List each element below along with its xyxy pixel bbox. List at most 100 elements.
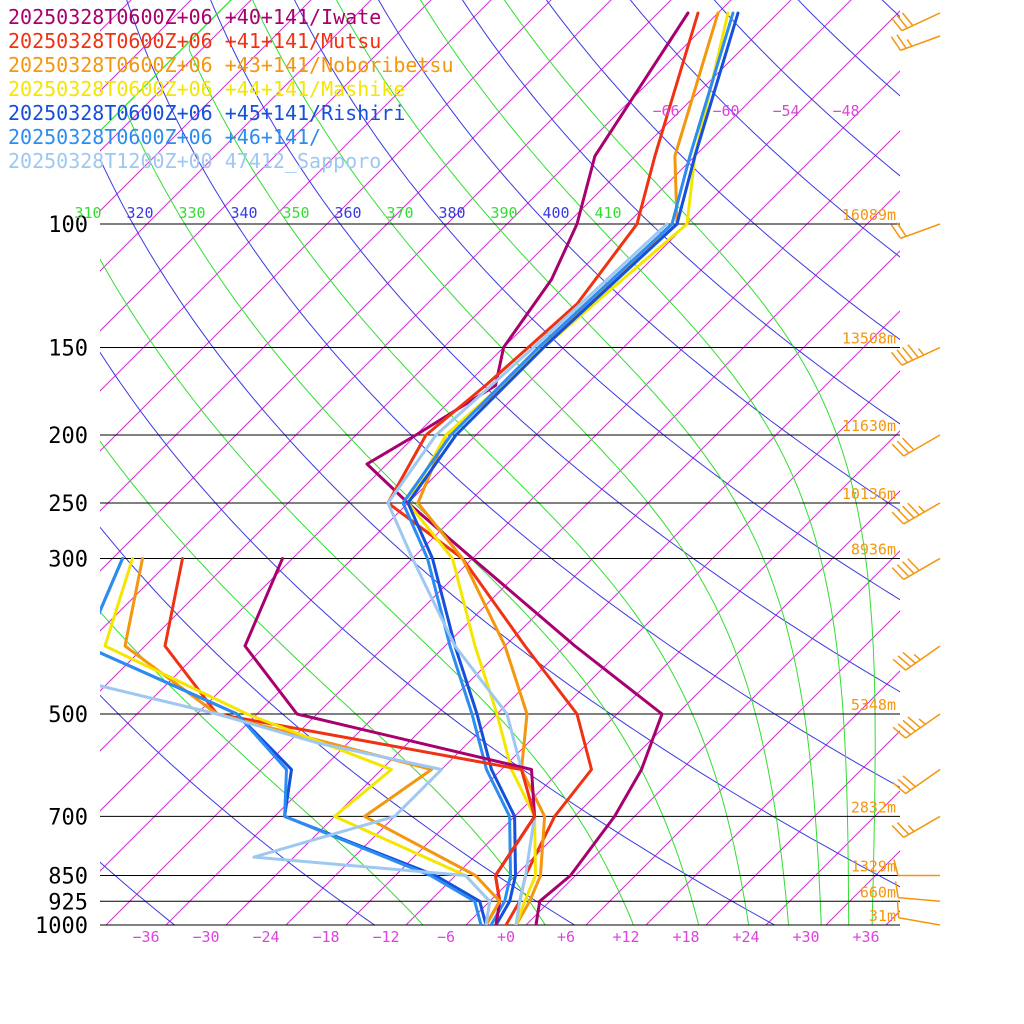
wind-barb-flag (892, 658, 907, 671)
wind-barb-flag (896, 222, 907, 237)
isotherm-line (100, 0, 612, 512)
temperature-tick-label: +0 (497, 928, 515, 946)
pressure-tick-label: 250 (48, 492, 88, 517)
wind-barb (890, 34, 941, 52)
temperature-tick-label: −24 (252, 928, 279, 946)
dry-adiabat-line (378, 0, 900, 512)
wind-barb (891, 815, 941, 839)
isotherm-line (100, 0, 792, 692)
isotherm-line (405, 430, 900, 925)
wind-barb-flag (890, 351, 903, 366)
top-isotherm-label: −48 (832, 102, 859, 120)
wind-barb-flag (902, 775, 916, 788)
wind-barb-flag (896, 508, 910, 522)
temperature-line (416, 11, 720, 925)
height-label: 16089m (842, 206, 896, 224)
wind-barb-staff (898, 916, 941, 926)
wind-barb-flag (896, 822, 910, 835)
wind-barb-flag (902, 651, 916, 664)
temperature-tick-label: +30 (792, 928, 819, 946)
temperature-tick-label: −30 (192, 928, 219, 946)
dry-adiabat-line (461, 0, 900, 425)
height-label: 1329m (851, 858, 896, 876)
wind-barb-flag (896, 14, 908, 29)
height-label: 8936m (851, 540, 896, 558)
wind-barb-flag (902, 719, 916, 732)
wind-barb-staff (905, 768, 941, 795)
isotherm-line (345, 370, 900, 925)
wind-barb (890, 12, 941, 32)
wind-barb-flag (917, 348, 925, 356)
isotherm-line (525, 550, 900, 925)
theta-label: 380 (438, 204, 465, 222)
moist-adiabat-line (100, 0, 635, 925)
legend-entry: 20250328T0600Z+06 +41+141/Mutsu (8, 29, 381, 53)
isotherm-line (105, 130, 900, 925)
isotherm-line (991, 0, 1024, 940)
wind-barb-staff (898, 896, 941, 903)
moist-adiabat-line (335, 0, 822, 925)
isotherm-line (0, 0, 6, 940)
wind-barb-staff (905, 713, 941, 739)
height-label: 10136m (842, 485, 896, 503)
dry-adiabat-line (545, 0, 900, 341)
pressure-tick-label: 850 (48, 865, 88, 890)
dewpoint-line (163, 557, 537, 925)
theta-label: 310 (74, 204, 101, 222)
wind-barb-flag (892, 782, 907, 795)
wind-barb (893, 859, 940, 877)
theta-label: 360 (334, 204, 361, 222)
moist-adiabat-line (125, 0, 700, 925)
dewpoint-line (123, 557, 502, 925)
dry-adiabat-line (100, 694, 376, 925)
moist-adiabat-line (503, 0, 876, 925)
temperature-line (401, 11, 735, 925)
isotherm-line (465, 490, 900, 925)
dry-adiabat-line (100, 526, 576, 925)
isotherm-line (165, 190, 900, 925)
legend-entry: 20250328T0600Z+06 +44+141/Mashike (8, 77, 405, 101)
temperature-tick-label: −12 (372, 928, 399, 946)
legend-entry: 20250328T0600Z+06 +43+141/Noboribetsu (8, 53, 454, 77)
theta-label: 390 (490, 204, 517, 222)
wind-barb (891, 434, 941, 457)
theta-label: 350 (282, 204, 309, 222)
isotherm-line (100, 0, 492, 392)
dry-adiabat-line (294, 0, 900, 601)
top-isotherm-label: −60 (712, 102, 739, 120)
wind-barb (892, 768, 941, 795)
wind-barb-flag (896, 349, 908, 364)
wind-barb-flag (896, 34, 907, 49)
wind-barb-flag (913, 653, 921, 661)
wind-barb-flag (896, 901, 900, 918)
wind-barb-flag (896, 440, 910, 454)
wind-barb-flag (890, 36, 902, 51)
dry-adiabat-line (629, 0, 900, 258)
wind-barb-flag (892, 726, 907, 739)
pressure-tick-label: 1000 (35, 914, 88, 939)
top-isotherm-label: −66 (652, 102, 679, 120)
wind-barb-flag (907, 344, 919, 359)
pressure-tick-label: 500 (48, 703, 88, 728)
dry-adiabat-line (713, 0, 900, 177)
wind-barb-flag (902, 505, 915, 519)
theta-label: 400 (542, 204, 569, 222)
legend: 20250328T0600Z+06 +40+141/Iwate20250328T… (8, 5, 454, 173)
temperature-line (386, 222, 669, 925)
wind-barb-flag (891, 511, 905, 525)
legend-entry: 20250328T0600Z+06 +40+141/Iwate (8, 5, 381, 29)
wind-barb-flag (897, 655, 912, 668)
pressure-tick-label: 300 (48, 547, 88, 572)
wind-barb (891, 557, 941, 581)
isotherm-line (100, 0, 372, 272)
isotherm-line (100, 0, 252, 152)
isotherm-line (100, 0, 432, 332)
wind-barb-flag (897, 778, 912, 791)
dewpoint-line (100, 557, 488, 925)
isotherm-line (705, 730, 900, 925)
wind-barb-staff (900, 223, 941, 240)
wind-barb-flag (896, 564, 910, 577)
legend-entry: 20250328T0600Z+06 +46+141/ (8, 125, 321, 149)
isotherm-line (225, 250, 900, 925)
